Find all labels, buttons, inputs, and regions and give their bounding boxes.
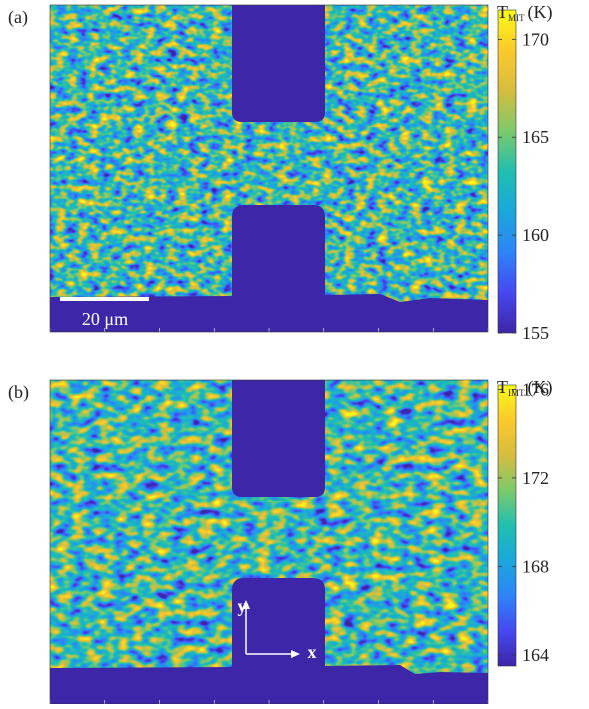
x-arrow-head — [291, 650, 300, 658]
colorbar-subscript: MIT — [508, 13, 525, 23]
panel: (a) 155 160 165 170 TMIT (K) 20 μm — [8, 2, 553, 343]
image-frame — [49, 4, 489, 333]
colorbar-tick-label: 155 — [522, 323, 549, 343]
colorbar-tick-label: 165 — [522, 127, 549, 147]
colorbar-tick-label: 172 — [522, 468, 549, 488]
x-arrow-label: x — [308, 642, 317, 662]
colorbar-unit: (K) — [528, 377, 553, 398]
cutout-top — [232, 380, 325, 497]
y-arrow-label: y — [238, 596, 247, 616]
colorbar-subscript: IMT — [508, 388, 525, 398]
colorbar-title: TIMT (K) — [497, 377, 553, 398]
colorbar-tick-label: 160 — [522, 225, 549, 245]
colorbar-tick-label: 170 — [522, 29, 549, 49]
scale-bar-label: 20 μm — [82, 309, 128, 329]
colorbar-symbol: T — [497, 377, 508, 397]
panel-label: (b) — [8, 382, 29, 403]
substrate — [50, 665, 488, 704]
panel-label: (a) — [8, 7, 28, 28]
colorbar-tick-label: 164 — [522, 645, 549, 665]
colorbar — [497, 384, 517, 667]
colorbar-symbol: T — [497, 2, 508, 22]
colorbar-title: TMIT (K) — [497, 2, 553, 23]
substrate — [50, 294, 488, 332]
y-arrow-head — [242, 600, 250, 609]
colorbar — [497, 9, 517, 334]
colorbar-tick-label: 176 — [522, 379, 549, 399]
cutout-top — [232, 5, 325, 122]
colorbar-tick-label: 168 — [522, 556, 549, 576]
colorbar-unit: (K) — [528, 2, 553, 23]
